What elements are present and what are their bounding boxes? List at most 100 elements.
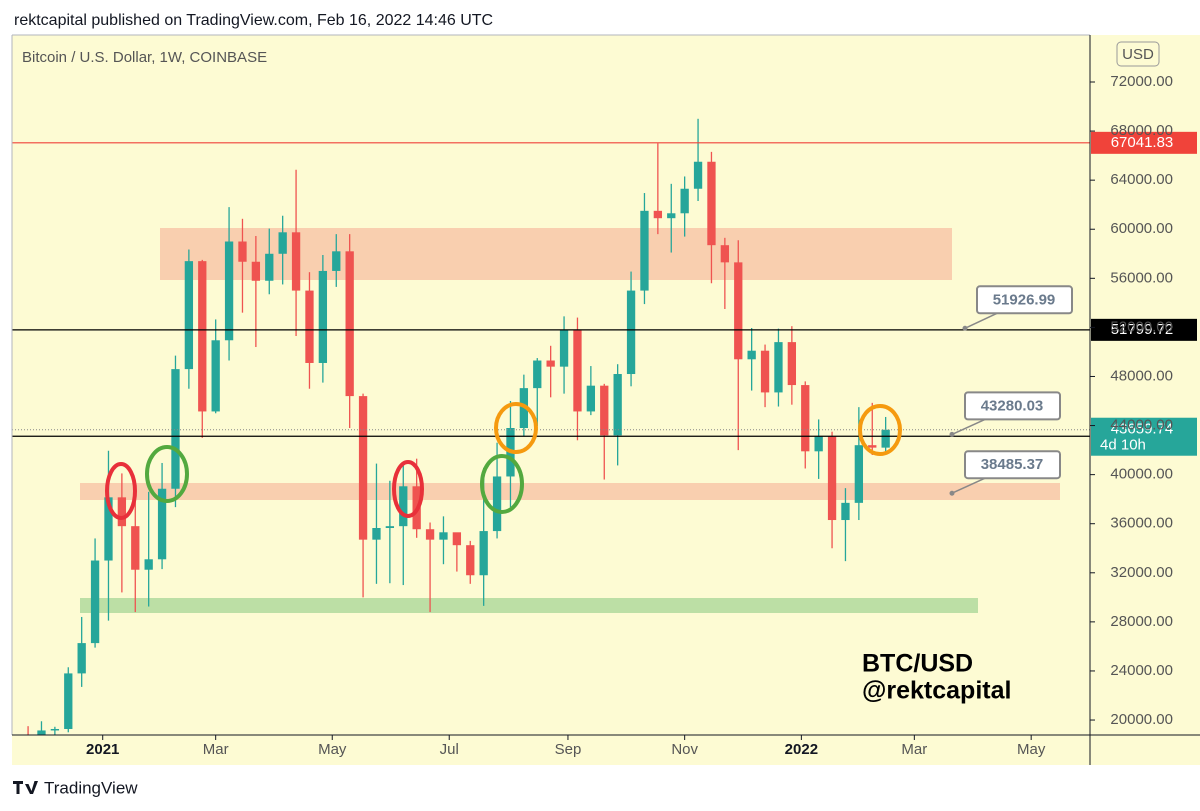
circle [145,445,189,503]
candle-body [586,385,596,412]
candle-body [747,350,756,360]
y-tick-label: 40000.00 [1110,466,1173,483]
callout-label: 43280.03 [981,397,1044,414]
candle-body [265,253,274,281]
x-tick-label: Mar [203,741,229,758]
candle-body [774,342,783,393]
publisher-header: rektcapital published on TradingView.com… [14,12,493,29]
y-tick-label: 24000.00 [1110,662,1173,679]
candle-body [224,241,234,341]
candle-body [613,374,622,436]
candle-body [439,532,448,540]
candle-body [466,545,475,576]
candle-body [827,436,837,521]
candle-body [479,531,488,576]
candle-body [720,245,730,263]
candle-body [707,161,716,246]
candle-body [653,210,663,219]
y-tick-label: 68000.00 [1110,122,1173,139]
candle-body [211,340,220,412]
candle-body [693,161,703,189]
candle-body [425,529,435,540]
candle-body [104,497,113,561]
x-tick-label: Jul [440,741,459,758]
x-tick-label: 2022 [785,741,818,758]
watermark: BTC/USD [862,650,973,678]
candle-body [37,730,46,735]
candle-body [198,261,207,412]
footer-brand: TradingView [44,778,138,797]
callout-label: 38485.37 [981,456,1044,473]
callout-box [964,450,1061,480]
candle-body [238,241,247,262]
candle-body [399,486,408,527]
candle-body [626,290,636,375]
candle-body [171,369,180,489]
candle-body [385,526,395,529]
candle-body [345,251,354,397]
candle-body [184,261,194,370]
candle-body [157,488,167,560]
footer-logo [13,781,38,794]
candle-body [372,528,381,540]
candle-body [291,232,301,291]
circle [105,462,137,520]
candle-body [251,261,261,281]
y-tick-label: 72000.00 [1110,73,1173,90]
candle-body [546,360,555,367]
y-tick-label: 48000.00 [1110,367,1173,384]
candle-body [332,251,341,271]
level-label: 51799.72 [1111,321,1174,338]
candle-body [358,396,368,540]
candle-body [90,560,100,644]
y-tick-label: 52000.00 [1110,318,1173,335]
candle-body [841,502,850,521]
callout-label: 51926.99 [993,291,1056,308]
x-tick-label: May [1017,741,1046,758]
y-tick-label: 20000.00 [1110,711,1173,728]
candle-body [854,445,864,503]
candle-body [868,445,877,448]
level-tag [1091,318,1197,341]
circle [392,460,424,518]
candle-body [50,728,60,731]
x-tick-label: May [318,741,347,758]
floor-zone [80,598,978,613]
level-label: 67041.83 [1111,134,1174,151]
annotations [105,402,902,520]
y-tick-label: 44000.00 [1110,417,1173,434]
candle-body [144,559,153,570]
callout-box [964,391,1061,421]
callout-anchor [949,431,955,437]
callout-box [976,285,1073,315]
y-tick-label: 36000.00 [1110,515,1173,532]
callout-pointer [964,312,998,329]
x-tick-label: Mar [901,741,927,758]
candle-body [667,213,676,219]
level-tag [1091,131,1197,154]
y-tick-label: 56000.00 [1110,269,1173,286]
callout-pointer [951,418,986,436]
candle-body [452,532,462,546]
candle-body [318,270,328,363]
candle-body [881,429,890,448]
x-tick-label: Sep [555,741,582,758]
x-tick-label: Nov [671,741,698,758]
plot-area [27,118,890,735]
candle-body [559,329,569,367]
y-tick-label: 32000.00 [1110,564,1173,581]
candle-body [787,342,797,386]
candle-body [760,350,770,393]
circle [858,404,902,456]
candle-body [801,385,810,452]
currency-box [1116,41,1160,67]
candle-body [533,360,542,389]
candle-body [492,476,502,532]
circle [494,402,538,454]
y-tick-label: 60000.00 [1110,220,1173,237]
candle-body [734,262,743,360]
candle-body [77,643,86,674]
